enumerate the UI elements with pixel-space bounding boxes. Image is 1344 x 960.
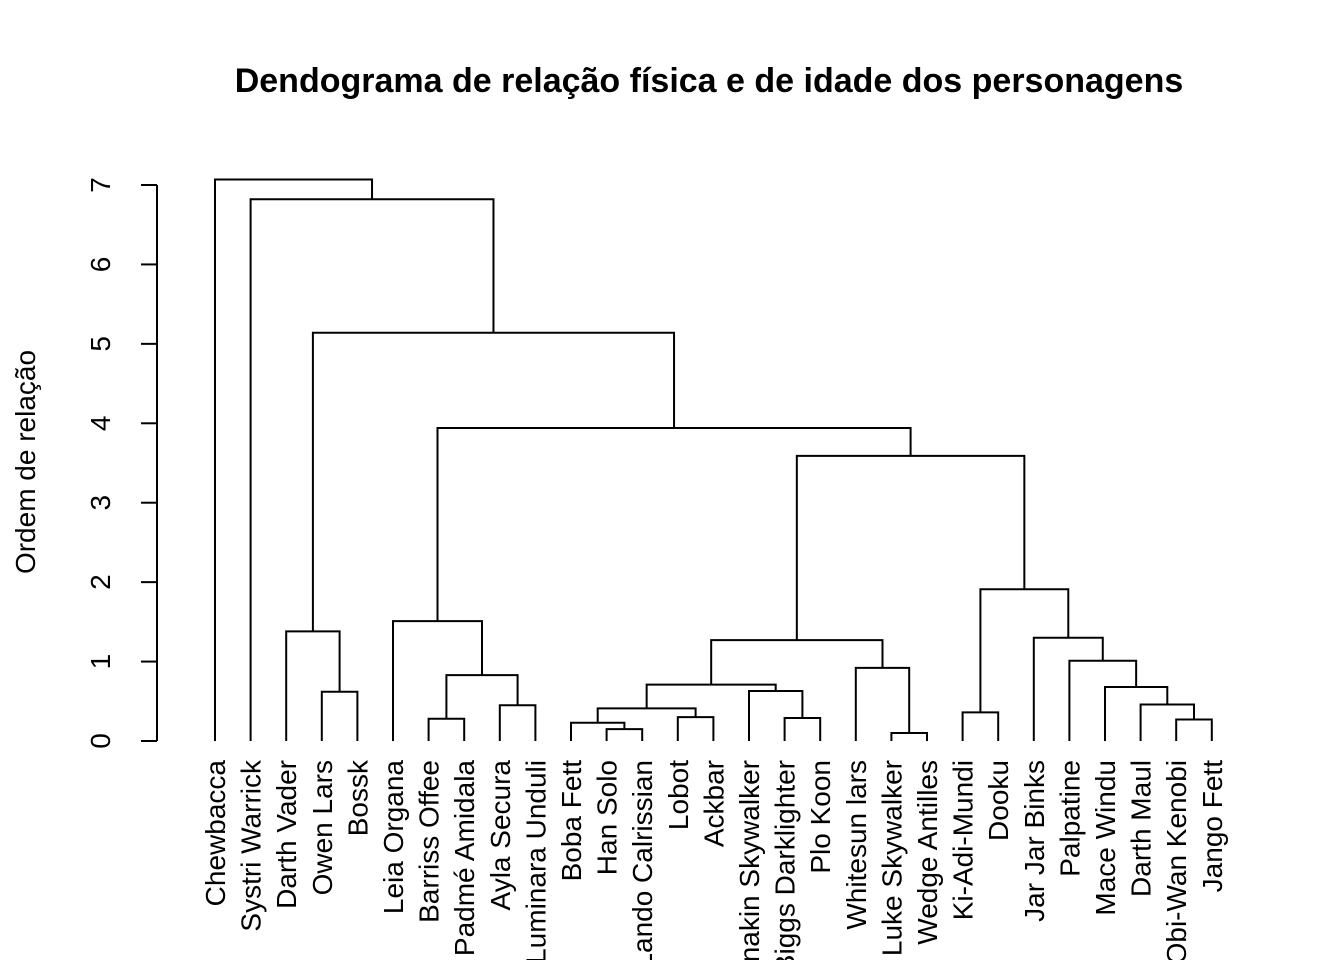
dendrogram-branch-12 [645, 683, 777, 709]
leaf-label: Lando Calrissian [627, 760, 658, 960]
leaf-label: Biggs Darklighter [770, 760, 801, 960]
y-tick-label: 5 [85, 336, 116, 352]
dendrogram-branch-6 [605, 728, 644, 741]
dendrogram-branch-27 [214, 178, 374, 741]
dendrogram-branch-4 [445, 674, 519, 719]
y-tick-label: 1 [85, 654, 116, 670]
dendrogram-branch-11 [748, 689, 804, 741]
leaf-label: Padmé Amidala [449, 760, 480, 957]
y-tick-label: 3 [85, 495, 116, 511]
leaf-label: Jar Jar Binks [1019, 760, 1050, 922]
leaf-label: Barriss Offee [414, 760, 445, 923]
dendrogram-branch-15 [710, 639, 884, 685]
leaf-label: Darth Maul [1126, 760, 1157, 897]
leaf-label: Han Solo [592, 760, 623, 875]
leaf-label: Ki-Adi-Mundi [948, 760, 979, 920]
leaf-label: Chewbacca [200, 760, 231, 907]
leaf-label: Systri Warrick [236, 759, 267, 932]
leaf-label: Owen Lars [307, 760, 338, 895]
dendrogram-branch-3 [498, 704, 537, 741]
dendrogram-branch-7 [570, 721, 626, 741]
dendrogram-branch-18 [1139, 703, 1195, 741]
y-tick-label: 0 [85, 733, 116, 749]
leaf-label: Luminara Unduli [520, 760, 551, 960]
leaf-label: Ackbar [698, 760, 729, 847]
dendrogram-branch-16 [961, 711, 1000, 741]
dendrogram-branch-20 [1068, 659, 1138, 741]
leaf-label: Whitesun lars [841, 760, 872, 930]
dendrogram-branches [214, 178, 1213, 741]
dendrogram-branch-0 [320, 690, 359, 741]
y-axis-label: Ordem de relação [10, 350, 41, 574]
y-axis: 0 1 2 3 4 5 6 7 [85, 177, 158, 749]
leaf-label: Plo Koon [805, 760, 836, 874]
dendrogram-branch-22 [979, 588, 1070, 713]
dendrogram-branch-17 [1175, 718, 1213, 741]
leaf-label: Mace Windu [1090, 760, 1121, 916]
leaf-label: Leia Organa [378, 760, 409, 915]
dendrogram-branch-2 [427, 717, 466, 741]
leaf-label: Boba Fett [556, 760, 587, 882]
dendrogram-branch-5 [392, 620, 483, 741]
leaf-label: Ayla Secura [485, 760, 516, 911]
dendrogram-branch-8 [676, 716, 715, 741]
leaf-label: Bossk [342, 759, 373, 836]
chart-title: Dendograma de relação física e de idade … [235, 62, 1184, 100]
dendrogram-branch-10 [783, 716, 822, 741]
y-tick-label: 2 [85, 574, 116, 590]
leaf-label: Darth Vader [271, 760, 302, 909]
dendrogram-branch-9 [596, 707, 697, 723]
leaf-label: Jango Fett [1197, 760, 1228, 893]
leaf-labels: Chewbacca Systri Warrick Darth Vader Owen L… [200, 759, 1228, 960]
leaf-label: Lobot [663, 760, 694, 830]
leaf-label: Luke Skywalker [876, 760, 907, 956]
y-tick-label: 7 [85, 177, 116, 193]
dendrogram-branch-19 [1104, 685, 1169, 741]
dendrogram-branch-21 [1032, 636, 1104, 741]
leaf-label: Palpatine [1054, 760, 1085, 877]
dendrogram-branch-25 [311, 331, 676, 632]
leaf-label: Obi-Wan Kenobi [1161, 760, 1192, 960]
leaf-label: Dooku [983, 760, 1014, 841]
dendrogram-branch-23 [795, 454, 1026, 641]
leaf-label: Wedge Antilles [912, 760, 943, 945]
y-tick-label: 6 [85, 257, 116, 273]
y-tick-label: 4 [85, 415, 116, 431]
dendrogram-branch-13 [890, 732, 928, 741]
dendrogram-branch-1 [285, 630, 341, 741]
leaf-label: Anakin Skywalker [734, 760, 765, 960]
dendrogram-branch-24 [436, 427, 912, 622]
dendrogram-branch-14 [854, 666, 911, 741]
